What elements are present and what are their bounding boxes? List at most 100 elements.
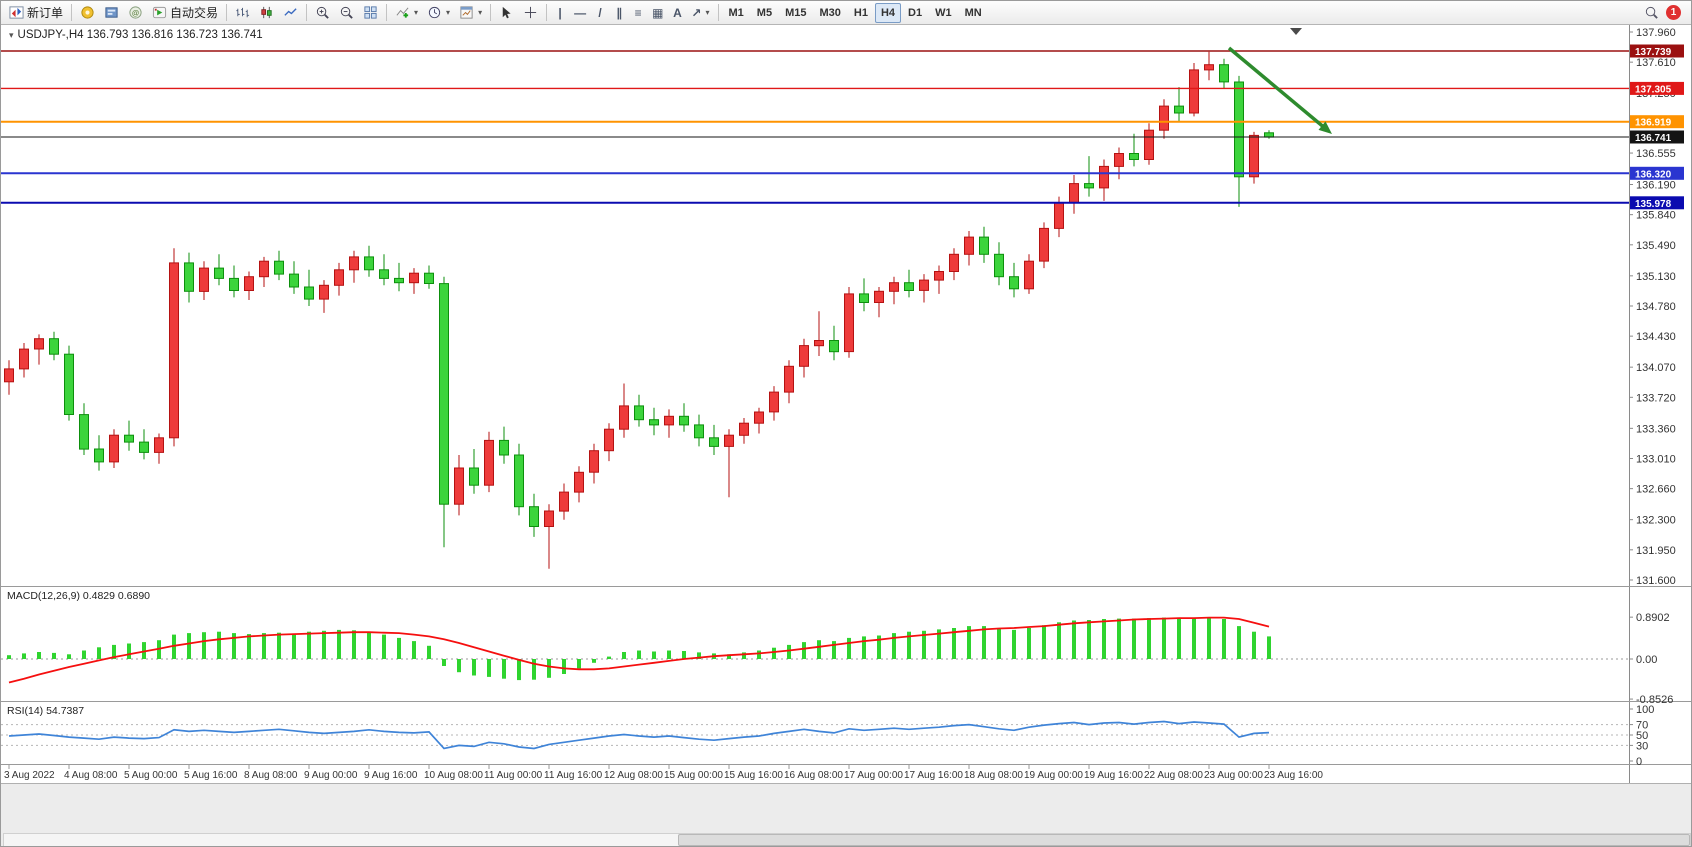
strategy-tester-button[interactable]: [100, 3, 123, 23]
shapes-button[interactable]: ▦: [648, 3, 667, 23]
timeframe-button-mn[interactable]: MN: [959, 3, 988, 23]
arrows-tool-button[interactable]: ↗ ▾: [687, 3, 713, 23]
trendline-button[interactable]: /: [591, 3, 609, 23]
candle: [544, 510, 554, 527]
candle: [529, 506, 539, 528]
price-axis[interactable]: [1630, 25, 1692, 783]
strategy-tester-icon: [104, 5, 119, 20]
timeframe-button-m30[interactable]: M30: [813, 3, 846, 23]
new-order-button[interactable]: 新订单: [5, 3, 67, 23]
candle: [1039, 227, 1049, 262]
horizontal-scrollbar[interactable]: [3, 833, 1691, 846]
candle: [559, 491, 569, 512]
timeframe-button-h4[interactable]: H4: [874, 2, 901, 23]
candle: [184, 262, 194, 292]
chart-shift-marker[interactable]: [1290, 28, 1302, 35]
price-tick-label: 131.950: [1636, 545, 1676, 557]
candle: [709, 437, 719, 447]
candle: [274, 260, 284, 275]
time-axis-label: 5 Aug 00:00: [124, 770, 178, 781]
shapes-icon: ▦: [652, 5, 664, 20]
notification-badge[interactable]: 1: [1666, 5, 1681, 20]
candle: [1189, 69, 1199, 114]
bar-chart-button[interactable]: [231, 3, 254, 23]
price-tick-label: 133.360: [1636, 423, 1676, 435]
main-toolbar: 新订单 @ 自动交易: [1, 1, 1691, 25]
candle: [214, 267, 224, 279]
candle: [1264, 132, 1274, 138]
timeframe-button-m15[interactable]: M15: [779, 3, 812, 23]
zoom-in-button[interactable]: [311, 3, 334, 23]
rsi-scale-label: 50: [1636, 730, 1648, 742]
one-click-trading-toggle[interactable]: ▾: [9, 30, 14, 40]
toolbar-separator: [490, 4, 492, 21]
timeframe-button-d1[interactable]: D1: [902, 3, 928, 23]
price-tag-label: 137.739: [1635, 47, 1672, 58]
indicators-button[interactable]: ▾: [391, 3, 422, 23]
price-tag-label: 135.978: [1635, 199, 1672, 210]
tile-windows-button[interactable]: [359, 3, 382, 23]
candle: [859, 293, 869, 303]
trendline-icon: /: [598, 5, 602, 20]
fibonacci-button[interactable]: ≡: [629, 3, 647, 23]
templates-button[interactable]: ▾: [455, 3, 486, 23]
candle: [934, 271, 944, 281]
autotrading-button[interactable]: 自动交易: [148, 3, 222, 23]
candle: [304, 286, 314, 300]
timeframe-button-m5[interactable]: M5: [751, 3, 778, 23]
price-tick-label: 133.010: [1636, 453, 1676, 465]
crosshair-button[interactable]: [519, 3, 542, 23]
channel-button[interactable]: ∥: [610, 3, 628, 23]
line-chart-button[interactable]: [279, 3, 302, 23]
candle: [94, 448, 104, 463]
horizontal-line-button[interactable]: —: [570, 3, 590, 23]
candle: [169, 262, 179, 439]
search-button[interactable]: [1640, 3, 1663, 23]
mql5-community-icon: @: [128, 5, 143, 20]
candle: [844, 293, 854, 353]
candle: [874, 290, 884, 303]
candlestick-chart-button[interactable]: [255, 3, 278, 23]
arrows-tool-icon: ↗: [691, 5, 702, 20]
scrollbar-thumb[interactable]: [678, 834, 1690, 846]
new-order-icon: [9, 5, 24, 20]
candle: [4, 368, 14, 383]
candle: [379, 269, 389, 279]
time-axis-label: 15 Aug 16:00: [724, 770, 783, 781]
candle: [289, 273, 299, 288]
price-tag-136.320: [1630, 166, 1684, 180]
chart-canvas[interactable]: 137.960137.610137.250136.900136.555136.1…: [1, 25, 1692, 783]
metaeditor-button[interactable]: [76, 3, 99, 23]
price-tag-136.741: [1630, 130, 1684, 144]
candle: [814, 340, 824, 347]
price-tick-label: 135.840: [1636, 210, 1676, 222]
candle: [889, 282, 899, 292]
channel-icon: ∥: [616, 5, 623, 20]
candle: [49, 338, 59, 355]
periods-button[interactable]: ▾: [423, 3, 454, 23]
trend-arrow[interactable]: [1227, 46, 1327, 131]
autotrading-label: 自动交易: [170, 6, 219, 20]
cursor-button[interactable]: [495, 3, 518, 23]
candle: [949, 253, 959, 273]
vertical-line-button[interactable]: |: [551, 3, 569, 23]
line-chart-icon: [283, 5, 298, 20]
candle: [1114, 153, 1124, 167]
candle: [754, 411, 764, 424]
time-axis-label: 17 Aug 00:00: [844, 770, 903, 781]
candle: [574, 471, 584, 493]
candle: [724, 434, 734, 447]
timeframe-button-h1[interactable]: H1: [848, 3, 874, 23]
text-tool-button[interactable]: A: [668, 3, 686, 23]
candle: [634, 405, 644, 421]
new-order-label: 新订单: [27, 6, 64, 20]
timeframe-button-w1[interactable]: W1: [929, 3, 958, 23]
zoom-out-button[interactable]: [335, 3, 358, 23]
mql5-community-button[interactable]: @: [124, 3, 147, 23]
dropdown-caret: ▾: [446, 8, 451, 17]
dropdown-caret: ▾: [705, 8, 710, 17]
tile-windows-icon: [363, 5, 378, 20]
timeframe-button-m1[interactable]: M1: [723, 3, 750, 23]
candle: [469, 467, 479, 486]
trend-arrow-head: [1318, 121, 1332, 134]
